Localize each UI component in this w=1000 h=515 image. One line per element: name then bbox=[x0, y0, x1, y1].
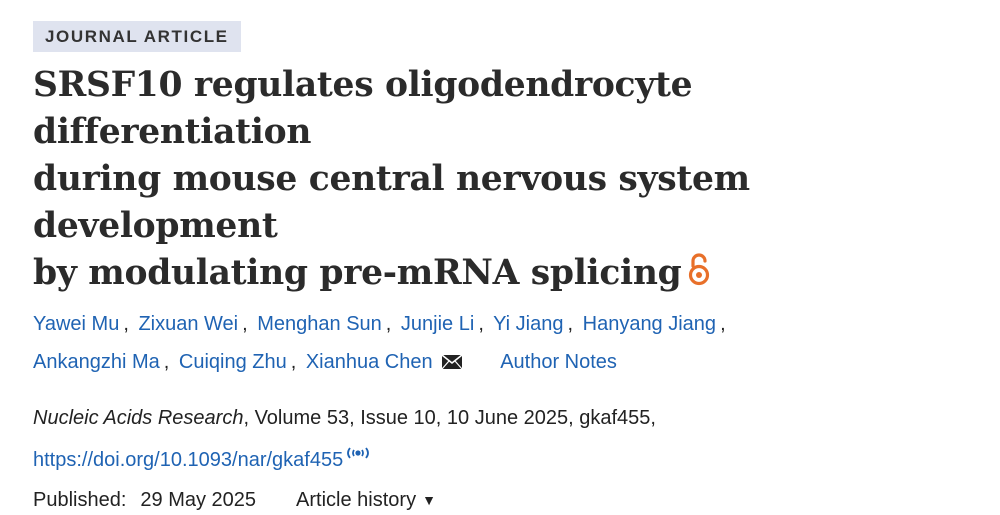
envelope-icon[interactable] bbox=[441, 345, 463, 383]
article-title: SRSF10 regulates oligodendrocyte differe… bbox=[33, 62, 973, 299]
title-line-3: by modulating pre-mRNA splicing bbox=[33, 253, 682, 293]
author-notes-link[interactable]: Author Notes bbox=[500, 351, 617, 373]
author-link[interactable]: Xianhua Chen bbox=[305, 351, 433, 373]
author-link[interactable]: Cuiqing Zhu bbox=[178, 351, 287, 373]
caret-down-icon: ▼ bbox=[422, 492, 436, 508]
author-link[interactable]: Yi Jiang bbox=[493, 313, 564, 335]
publication-info: Published: 29 May 2025 Article history ▼ bbox=[33, 485, 973, 515]
author-separator: , bbox=[478, 313, 484, 335]
article-type-badge: JOURNAL ARTICLE bbox=[33, 21, 241, 52]
author-separator: , bbox=[242, 313, 248, 335]
author-link[interactable]: Junjie Li bbox=[400, 313, 475, 335]
author-separator: , bbox=[123, 313, 129, 335]
open-access-lock-icon[interactable] bbox=[687, 252, 711, 299]
title-line-1: SRSF10 regulates oligodendrocyte differe… bbox=[33, 65, 693, 152]
author-link[interactable]: Menghan Sun bbox=[257, 313, 382, 335]
author-separator: , bbox=[290, 351, 297, 373]
doi-line: https://doi.org/10.1093/nar/gkaf455 bbox=[33, 439, 973, 475]
author-list: Yawei Mu, Zixuan Wei, Menghan Sun, Junji… bbox=[33, 305, 973, 383]
doi-link[interactable]: https://doi.org/10.1093/nar/gkaf455 bbox=[33, 449, 344, 471]
author-separator: , bbox=[163, 351, 170, 373]
author-link[interactable]: Yawei Mu bbox=[33, 313, 120, 335]
published-label: Published: bbox=[33, 489, 127, 511]
author-separator: , bbox=[385, 313, 392, 335]
article-history-toggle[interactable]: Article history ▼ bbox=[296, 485, 436, 515]
author-separator: , bbox=[720, 313, 726, 335]
article-history-label: Article history bbox=[296, 489, 417, 511]
author-link[interactable]: Ankangzhi Ma bbox=[33, 351, 160, 373]
author-link[interactable]: Zixuan Wei bbox=[138, 313, 239, 335]
author-separator: , bbox=[567, 313, 574, 335]
citation: Nucleic Acids Research, Volume 53, Issue… bbox=[33, 403, 973, 433]
published-date: 29 May 2025 bbox=[140, 489, 257, 511]
journal-name: Nucleic Acids Research bbox=[33, 407, 244, 429]
citation-details: , Volume 53, Issue 10, 10 June 2025, gka… bbox=[243, 407, 656, 429]
article-header: JOURNAL ARTICLE SRSF10 regulates oligode… bbox=[33, 21, 973, 515]
title-line-2: during mouse central nervous system deve… bbox=[33, 159, 750, 246]
author-link[interactable]: Hanyang Jiang bbox=[582, 313, 717, 335]
altmetric-icon[interactable] bbox=[345, 439, 371, 469]
